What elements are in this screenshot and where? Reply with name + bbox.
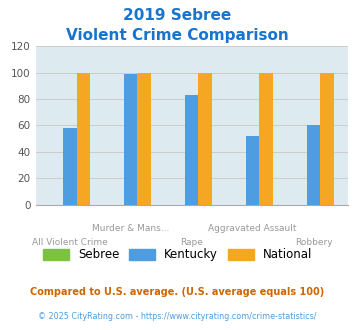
Bar: [198, 73, 212, 205]
Bar: [260, 73, 273, 205]
Bar: [124, 74, 137, 205]
Legend: Sebree, Kentucky, National: Sebree, Kentucky, National: [38, 244, 317, 266]
Bar: [246, 136, 260, 205]
Text: Compared to U.S. average. (U.S. average equals 100): Compared to U.S. average. (U.S. average …: [31, 287, 324, 297]
Text: Rape: Rape: [180, 238, 203, 247]
Text: Violent Crime Comparison: Violent Crime Comparison: [66, 28, 289, 43]
Text: © 2025 CityRating.com - https://www.cityrating.com/crime-statistics/: © 2025 CityRating.com - https://www.city…: [38, 312, 317, 321]
Text: Murder & Mans...: Murder & Mans...: [92, 224, 169, 233]
Text: 2019 Sebree: 2019 Sebree: [124, 8, 231, 23]
Text: Aggravated Assault: Aggravated Assault: [208, 224, 297, 233]
Bar: [320, 73, 334, 205]
Bar: [185, 95, 198, 205]
Text: Robbery: Robbery: [295, 238, 332, 247]
Bar: [63, 128, 77, 205]
Bar: [77, 73, 90, 205]
Bar: [137, 73, 151, 205]
Bar: [307, 125, 320, 205]
Text: All Violent Crime: All Violent Crime: [32, 238, 108, 247]
